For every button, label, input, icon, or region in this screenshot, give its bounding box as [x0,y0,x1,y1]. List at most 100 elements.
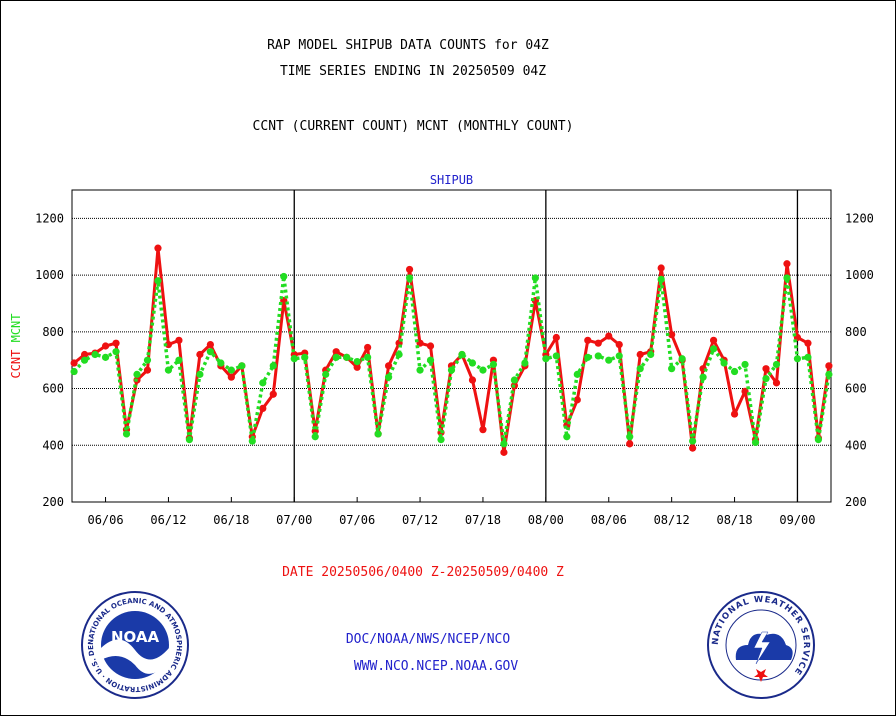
mcnt-point [626,433,634,441]
mcnt-point [751,438,760,447]
x-tick-label: 08/12 [654,513,690,527]
mcnt-point [405,274,414,282]
chart-title: RAP MODEL SHIPUB DATA COUNTS for 04Z [267,38,549,53]
mcnt-point [542,355,550,363]
mcnt-point [227,366,235,374]
ccnt-point [584,336,592,344]
x-tick-label: 07/12 [402,513,438,527]
mcnt-point [112,348,120,356]
ccnt-point [101,342,110,350]
ccnt-point [269,390,277,398]
mcnt-point [238,362,246,370]
y-tick-label-left: 200 [42,495,64,509]
ccnt-point [804,339,812,347]
mcnt-point [185,436,194,444]
mcnt-point [783,274,791,282]
ccnt-point [70,359,78,367]
chart-subtitle: CCNT (CURRENT COUNT) MCNT (MONTHLY COUNT… [252,119,574,134]
website-link[interactable]: WWW.NCO.NCEP.NOAA.GOV [353,659,519,674]
mcnt-point [500,440,508,448]
x-tick-label: 06/12 [150,513,186,527]
mcnt-point [668,365,676,373]
y-tick-label-left: 1000 [35,268,64,282]
mcnt-point [154,277,162,285]
ccnt-point [772,379,781,387]
mcnt-point [605,356,613,364]
mcnt-point [311,433,319,441]
ccnt-point [689,444,697,452]
x-tick-label: 08/06 [591,513,627,527]
mcnt-point [143,356,152,364]
ccnt-point [594,339,602,347]
mcnt-point [573,370,581,378]
mcnt-point [290,355,298,363]
mcnt-point [615,352,623,360]
mcnt-point [584,353,592,361]
mcnt-point [594,352,602,360]
ccnt-point [80,350,89,359]
mcnt-point [636,365,644,373]
x-tick-label: 07/06 [339,513,375,527]
y-tick-label-right: 400 [845,438,867,452]
ccnt-point [112,339,120,347]
y-tick-label-right: 1000 [845,268,874,282]
ccnt-point [657,264,665,272]
ccnt-point [384,362,393,370]
ccnt-point [615,340,623,349]
mcnt-point [814,436,823,444]
y-axis-label: CCNT MCNT [9,313,23,378]
x-tick-label: 06/06 [87,513,123,527]
date-range-label: DATE 20250506/0400 Z-20250509/0400 Z [282,565,564,580]
ccnt-point [636,350,644,359]
ccnt-point [426,342,435,350]
org-label: DOC/NOAA/NWS/NCEP/NCO [345,632,511,647]
x-tick-label: 07/18 [465,513,501,527]
mcnt-point [175,356,183,364]
ccnt-point [206,340,214,349]
mcnt-point [552,352,560,360]
y-axis-label-mcnt: MCNT [9,313,23,342]
mcnt-point [437,436,445,444]
ccnt-point [259,404,267,412]
mcnt-point [447,366,456,374]
noaa-logo: NOAA NATIONAL OCEANIC AND ATMOSPHERIC AD… [80,590,189,699]
mcnt-point [164,366,173,374]
mcnt-point [720,359,728,367]
ccnt-point [154,244,162,252]
mcnt-point [772,360,781,369]
ccnt-point [552,333,560,342]
nws-logo: NATIONAL WEATHER SERVICE [707,591,815,699]
mcnt-point [259,379,267,387]
mcnt-point [364,353,372,361]
mcnt-point [322,370,330,378]
ccnt-point [332,348,340,356]
ccnt-point [605,332,613,340]
ccnt-point [500,448,508,456]
y-tick-label-right: 200 [845,495,867,509]
ccnt-point [364,343,372,352]
ccnt-point [573,396,581,404]
plot-area [71,189,832,503]
mcnt-point [101,353,110,361]
mcnt-point [804,353,812,361]
mcnt-point [709,345,718,353]
mcnt-point [689,437,697,445]
mcnt-point [353,358,361,366]
mcnt-point [269,362,277,370]
ccnt-point [353,363,361,371]
ccnt-point [668,331,676,339]
mcnt-point [80,356,89,364]
mcnt-point [468,359,477,367]
y-tick-label-right: 1200 [845,211,874,225]
ccnt-point [227,373,235,381]
mcnt-point [395,350,403,359]
y-tick-label-left: 800 [42,325,64,339]
mcnt-point [206,348,214,356]
x-tick-label: 08/18 [716,513,752,527]
ccnt-point [143,366,152,374]
mcnt-point [301,353,309,361]
ccnt-point [730,410,739,418]
x-tick-label: 08/00 [528,513,564,527]
plot-label: SHIPUB [430,173,473,187]
